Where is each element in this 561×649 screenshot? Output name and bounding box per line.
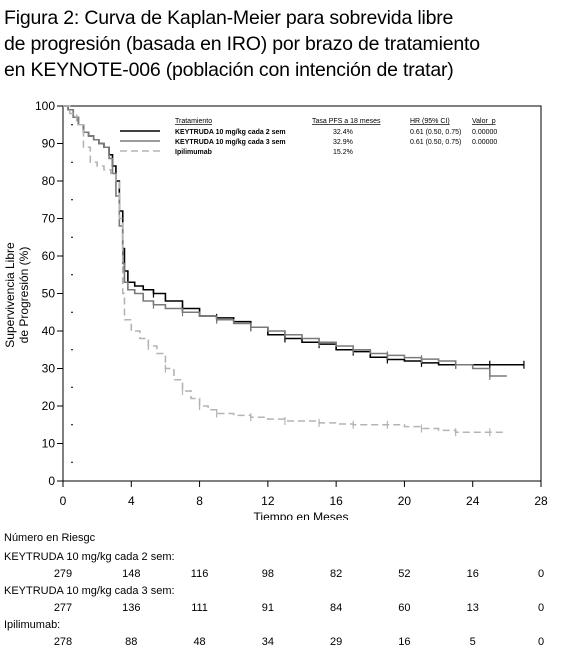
legend-cell: 32.4% (333, 129, 353, 136)
risk-count: 5 (469, 636, 476, 648)
legend-header: HR (95% CI) (410, 118, 450, 125)
legend-header: Tasa PFS a 18 meses (312, 118, 381, 125)
risk-count: 34 (261, 636, 274, 648)
risk-count: 278 (53, 636, 73, 648)
risk-group-label: KEYTRUDA 10 mg/kg cada 3 sem: (4, 585, 175, 597)
risk-count: 48 (193, 636, 206, 648)
x-tick-label: 8 (196, 494, 203, 508)
risk-count: 111 (191, 602, 208, 614)
risk-count: 16 (466, 568, 479, 580)
y-tick-label: 80 (42, 174, 56, 188)
y-tick-label: 100 (35, 99, 55, 113)
y-tick-label: 30 (42, 362, 56, 376)
risk-count: 60 (398, 602, 411, 614)
legend-cell: KEYTRUDA 10 mg/kg cada 3 sem (175, 139, 286, 146)
risk-group-label: KEYTRUDA 10 mg/kg cada 2 sem: (4, 551, 175, 563)
x-tick-label: 16 (329, 494, 343, 508)
y-tick-label: 40 (42, 324, 56, 338)
risk-count: 98 (261, 568, 274, 580)
risk-count: 91 (261, 602, 274, 614)
x-tick-label: 4 (128, 494, 135, 508)
y-tick-label: 10 (42, 437, 56, 451)
risk-count: 116 (190, 568, 209, 580)
chart-axes: 0 10 20 30 40 50 60 70 80 90 100 0 4 8 12 16 20 24 28 (35, 99, 548, 508)
risk-group-label: Ipilimumab: (4, 619, 61, 631)
x-tick-label: 12 (261, 494, 275, 508)
legend-header: Valor_p (472, 118, 496, 125)
series-line-3 (63, 105, 507, 434)
risk-count: 148 (122, 568, 141, 580)
legend-cell: 15.2% (333, 149, 353, 156)
risk-count: 277 (53, 602, 73, 614)
figure-title-line-2: de progresión (basada en IRO) por brazo … (4, 33, 480, 55)
risk-count: 0 (537, 568, 545, 580)
kaplan-meier-chart: 0 10 20 30 40 50 60 70 80 90 100 0 4 8 12 16 20 24 28 Trat… (3, 99, 548, 520)
y-axis-label-line-1: Supervivencia Libre (3, 242, 17, 348)
risk-count: 279 (53, 568, 73, 580)
y-tick-label: 90 (42, 137, 56, 151)
risk-count: 29 (330, 636, 343, 648)
legend-cell: 32.9% (333, 139, 353, 146)
figure-title-line-3: en KEYNOTE-006 (población con intención … (4, 59, 454, 81)
figure-title: Figura 2: Curva de Kaplan-Meier para sob… (4, 5, 554, 83)
chart-series (63, 105, 525, 437)
legend-header: Tratamiento (175, 118, 212, 125)
chart-legend: Tratamiento Tasa PFS a 18 meses HR (95% CI… (120, 118, 497, 156)
risk-count: 88 (125, 636, 138, 648)
risk-count: 0 (537, 602, 545, 614)
legend-cell: 0.61 (0.50, 0.75) (410, 139, 461, 146)
legend-cell: 0.00000 (472, 139, 497, 146)
x-tick-label: 28 (534, 494, 548, 508)
series-line-2 (63, 105, 507, 377)
y-tick-label: 0 (48, 474, 55, 488)
risk-count: 84 (330, 602, 343, 614)
risk-count: 82 (330, 568, 343, 580)
risk-table-header: Número en Riesgc (4, 532, 96, 544)
legend-cell: 0.61 (0.50, 0.75) (410, 129, 461, 136)
x-tick-label: 24 (466, 494, 480, 508)
legend-cell: KEYTRUDA 10 mg/kg cada 2 sem (175, 129, 286, 136)
legend-cell: 0.00000 (472, 129, 497, 136)
y-axis-label-line-2: de Progresión (%) (17, 247, 31, 344)
x-tick-label: 0 (60, 494, 67, 508)
x-tick-label: 20 (398, 494, 412, 508)
legend-cell: Ipilimumab (175, 149, 212, 156)
risk-count: 0 (537, 636, 545, 648)
y-tick-label: 50 (42, 287, 56, 301)
y-tick-label: 60 (42, 249, 56, 263)
risk-count: 16 (398, 636, 411, 648)
x-axis-label: Tiempo en Meses (254, 510, 349, 520)
risk-count: 136 (122, 602, 141, 614)
y-tick-label: 70 (42, 212, 56, 226)
risk-count: 52 (398, 568, 411, 580)
figure-title-line-1: Figura 2: Curva de Kaplan-Meier para sob… (4, 7, 454, 29)
risk-count: 13 (466, 602, 479, 614)
y-tick-label: 20 (42, 399, 56, 413)
